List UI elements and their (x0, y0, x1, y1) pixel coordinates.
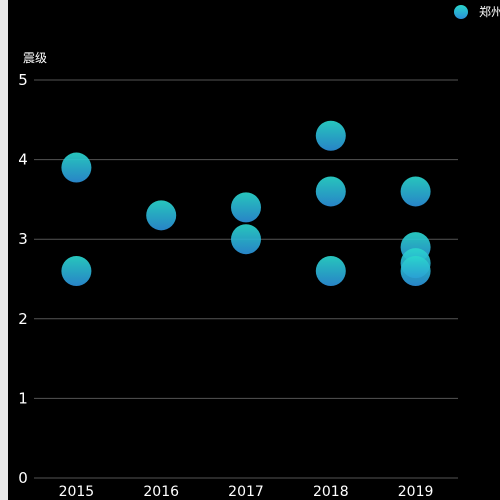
y-tick-label: 2 (18, 310, 28, 328)
y-tick-label: 4 (18, 151, 28, 169)
data-point[interactable] (61, 152, 92, 183)
y-tick-label: 1 (18, 389, 28, 407)
data-point[interactable] (315, 176, 346, 207)
legend-series-label[interactable]: 郑州 (479, 4, 500, 19)
y-tick-label: 0 (18, 469, 28, 487)
data-point[interactable] (400, 256, 431, 287)
x-tick-label: 2016 (143, 484, 179, 500)
data-point[interactable] (315, 256, 346, 287)
y-tick-label: 3 (18, 230, 28, 248)
legend[interactable]: 郑州 (454, 4, 500, 19)
y-axis-tick-labels: 0 1 2 3 4 5 (18, 71, 28, 487)
x-tick-label: 2017 (228, 484, 264, 500)
x-tick-label: 2019 (398, 484, 434, 500)
data-point[interactable] (146, 200, 177, 231)
data-point[interactable] (61, 256, 92, 287)
x-tick-label: 2015 (59, 484, 95, 500)
data-point[interactable] (231, 224, 261, 255)
y-tick-label: 5 (18, 71, 28, 89)
y-axis-label: 震级 (23, 51, 47, 65)
x-tick-label: 2018 (313, 484, 349, 500)
scatter-chart: 0 1 2 3 4 5 2015 2016 2017 2018 2019 震级 郑州 (8, 0, 500, 500)
data-point[interactable] (315, 120, 346, 151)
data-points[interactable] (61, 120, 431, 287)
left-margin-strip (0, 0, 8, 500)
x-axis-tick-labels: 2015 2016 2017 2018 2019 (59, 484, 434, 500)
data-point[interactable] (400, 176, 431, 207)
legend-marker-icon (454, 5, 468, 19)
grid-lines (34, 79, 458, 479)
data-point[interactable] (231, 192, 261, 223)
